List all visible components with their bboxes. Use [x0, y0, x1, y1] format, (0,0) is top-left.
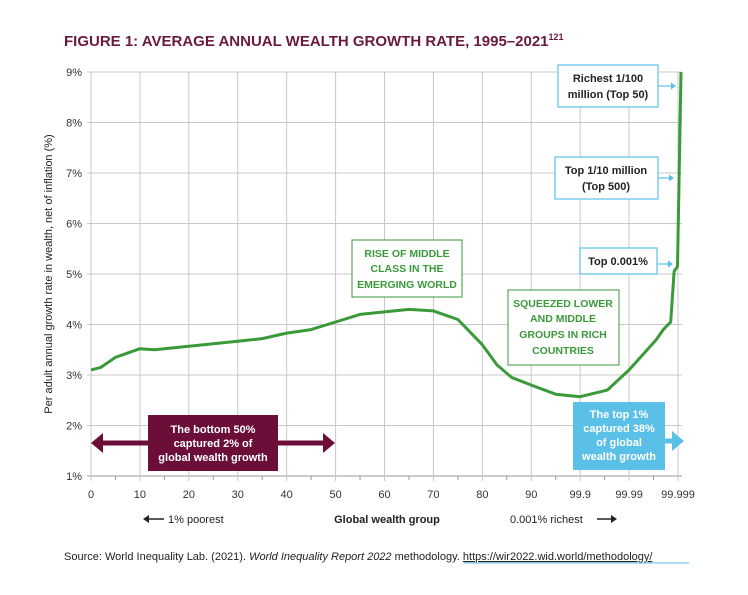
svg-text:EMERGING WORLD: EMERGING WORLD — [357, 279, 457, 291]
callout-top-0001: Top 0.001% — [579, 247, 673, 275]
x-tick-label: 0 — [88, 489, 94, 501]
svg-text:COUNTRIES: COUNTRIES — [532, 345, 594, 357]
x-tick-label: 30 — [232, 489, 244, 501]
x-tick-label: 80 — [476, 489, 488, 501]
callout-top-500: Top 1/10 million (Top 500) — [554, 156, 674, 200]
svg-text:CLASS IN THE: CLASS IN THE — [371, 263, 444, 275]
y-tick-label: 2% — [66, 421, 82, 433]
x-tick-label: 60 — [378, 489, 390, 501]
svg-text:0.001% richest: 0.001% richest — [510, 514, 583, 526]
svg-text:million (Top 50): million (Top 50) — [568, 89, 649, 101]
growth-line — [90, 71, 683, 399]
x-tick-label: 50 — [329, 489, 341, 501]
x-tick-label: 99.9 — [569, 489, 590, 501]
svg-text:captured 2% of: captured 2% of — [174, 438, 253, 450]
svg-text:Richest 1/100: Richest 1/100 — [573, 73, 643, 85]
y-tick-label: 9% — [66, 67, 82, 79]
callout-top-50: Richest 1/100 million (Top 50) — [557, 64, 676, 108]
x-right-note: 0.001% richest — [510, 514, 617, 526]
arrow-right-icon — [611, 515, 617, 523]
x-left-note: 1% poorest — [143, 514, 224, 526]
svg-text:GROUPS IN RICH: GROUPS IN RICH — [519, 329, 607, 341]
svg-text:Top 1/10 million: Top 1/10 million — [565, 165, 648, 177]
x-tick-label: 40 — [281, 489, 293, 501]
x-tick-label: 99.999 — [661, 489, 695, 501]
top-1-annotation: The top 1% captured 38% of global wealth… — [573, 402, 684, 470]
svg-text:The bottom 50%: The bottom 50% — [171, 424, 256, 436]
arrow-left-icon — [143, 515, 149, 523]
y-tick-label: 3% — [66, 370, 82, 382]
svg-text:(Top 500): (Top 500) — [582, 181, 630, 193]
y-tick-label: 4% — [66, 320, 82, 332]
x-tick-label: 70 — [427, 489, 439, 501]
title-superscript: 121 — [549, 32, 564, 42]
squeezed-annotation: SQUEEZED LOWER AND MIDDLE GROUPS IN RICH… — [507, 289, 620, 366]
svg-text:RISE OF MIDDLE: RISE OF MIDDLE — [364, 248, 449, 260]
svg-text:1% poorest: 1% poorest — [168, 514, 224, 526]
x-tick-label: 99.99 — [615, 489, 643, 501]
x-tick-label: 20 — [183, 489, 195, 501]
svg-text:Top 0.001%: Top 0.001% — [588, 256, 648, 268]
y-tick-label: 7% — [66, 168, 82, 180]
middle-class-annotation: RISE OF MIDDLE CLASS IN THE EMERGING WOR… — [351, 239, 463, 298]
svg-text:The top 1%: The top 1% — [590, 409, 649, 421]
chart-title: FIGURE 1: AVERAGE ANNUAL WEALTH GROWTH R… — [64, 32, 564, 50]
svg-text:of global: of global — [596, 437, 642, 449]
x-axis: 0 10 20 30 40 50 60 70 80 90 99.9 99.99 99.999 — [88, 489, 695, 501]
x-tick-label: 90 — [525, 489, 537, 501]
x-tick-label: 10 — [134, 489, 146, 501]
y-axis: 1% 2% 3% 4% 5% 6% 7% 8% 9% — [66, 67, 82, 483]
svg-text:SQUEEZED LOWER: SQUEEZED LOWER — [513, 298, 613, 310]
source-link[interactable]: https://wir2022.wid.world/methodology/ — [463, 551, 653, 563]
y-tick-label: 8% — [66, 118, 82, 130]
y-tick-label: 5% — [66, 269, 82, 281]
svg-text:wealth growth: wealth growth — [581, 451, 656, 463]
y-tick-label: 1% — [66, 471, 82, 483]
y-tick-label: 6% — [66, 219, 82, 231]
x-axis-label: Global wealth group — [334, 514, 440, 526]
svg-text:captured 38%: captured 38% — [583, 423, 655, 435]
svg-text:global wealth growth: global wealth growth — [158, 452, 268, 464]
bottom-50-annotation: The bottom 50% captured 2% of global wea… — [91, 415, 335, 471]
source-note: Source: World Inequality Lab. (2021). Wo… — [64, 551, 653, 563]
y-axis-label: Per adult annual growth rate in wealth, … — [43, 134, 55, 413]
svg-text:AND MIDDLE: AND MIDDLE — [530, 313, 596, 325]
